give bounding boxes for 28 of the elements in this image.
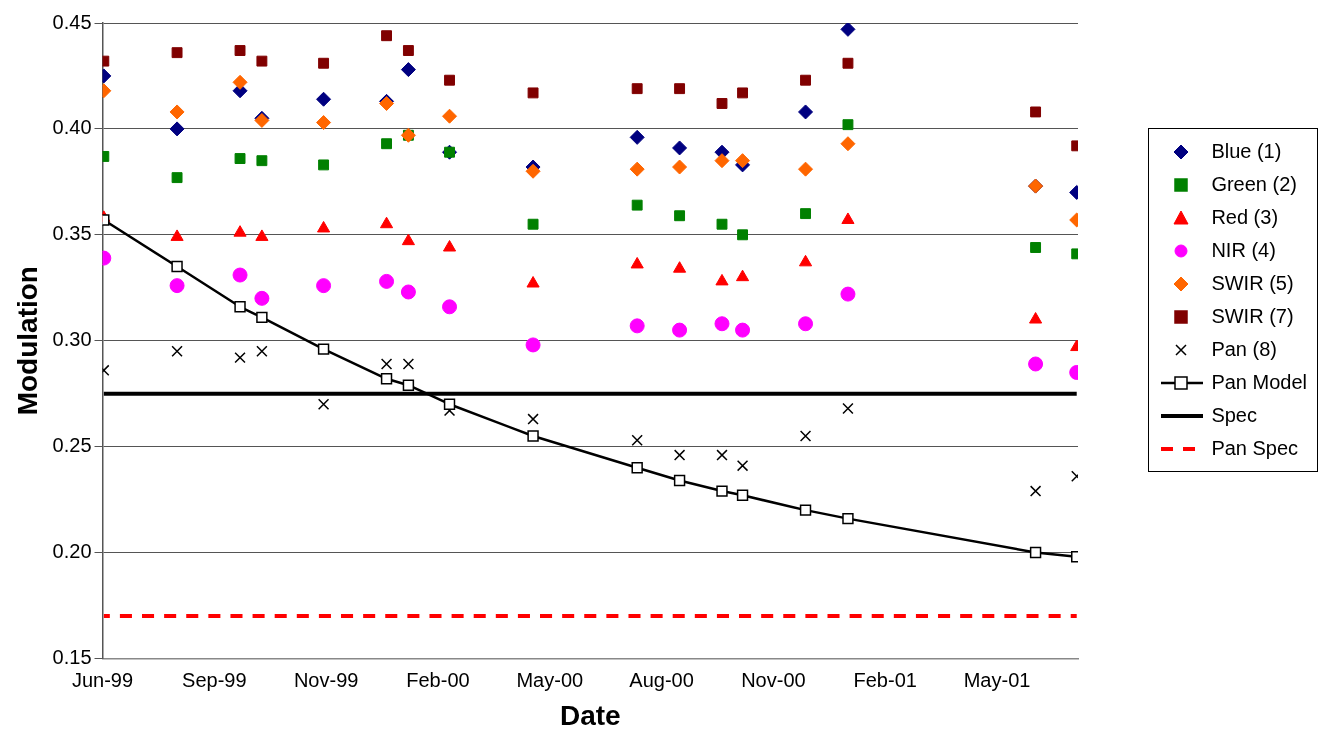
x-tick-label: Aug-00 [629, 668, 694, 691]
y-axis-title: Modulation [11, 266, 43, 416]
y-tick-label: 0.15 [52, 645, 92, 668]
legend-label: Pan Spec [1211, 437, 1299, 460]
legend-label: Red (3) [1211, 206, 1279, 229]
legend-label: SWIR (7) [1211, 305, 1294, 328]
y-tick-label: 0.40 [52, 116, 92, 139]
x-tick-label: Jun-99 [71, 668, 134, 691]
x-tick-label: Sep-99 [182, 668, 247, 691]
x-tick-label: May-00 [516, 668, 584, 691]
x-tick-label: May-01 [963, 668, 1031, 691]
y-tick-label: 0.20 [52, 540, 92, 563]
legend-label: NIR (4) [1211, 239, 1276, 262]
y-tick-label: 0.25 [52, 434, 92, 457]
x-tick-label: Feb-01 [853, 668, 917, 691]
legend-label: Blue (1) [1211, 140, 1282, 163]
legend-label: Spec [1211, 404, 1257, 427]
legend-label: Green (2) [1211, 173, 1297, 196]
legend-label: Pan (8) [1211, 338, 1277, 361]
x-tick-label: Feb-00 [406, 668, 470, 691]
x-tick-label: Nov-99 [293, 668, 359, 691]
legend-label: Pan Model [1211, 371, 1307, 394]
y-tick-label: 0.35 [52, 222, 92, 245]
x-axis-title: Date [559, 699, 621, 731]
legend-label: SWIR (5) [1211, 272, 1294, 295]
x-tick-label: Nov-00 [741, 668, 806, 691]
y-tick-label: 0.45 [52, 10, 92, 33]
y-tick-label: 0.30 [52, 328, 92, 351]
